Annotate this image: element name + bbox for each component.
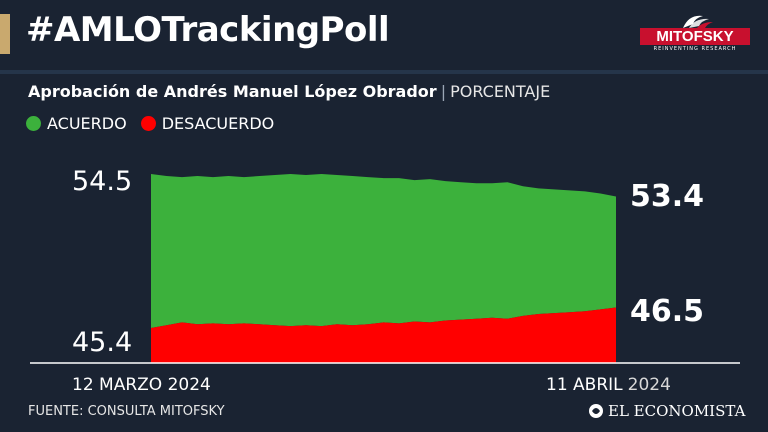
header-divider bbox=[0, 70, 768, 74]
x-end-label: 11 ABRIL 2024 bbox=[546, 375, 671, 395]
mitofsky-logo-tagline: REINVENTING RESEARCH bbox=[653, 46, 737, 52]
header: #AMLOTrackingPoll MITOFSKY REINVENTING R… bbox=[0, 0, 768, 70]
el-economista-icon bbox=[589, 404, 603, 418]
unit-label: PORCENTAJE bbox=[450, 82, 551, 101]
source-note: FUENTE: CONSULTA MITOFSKY bbox=[28, 404, 225, 419]
y-tick-label-top: 54.5 bbox=[72, 166, 132, 197]
end-label-desacuerdo: 46.5 bbox=[630, 294, 704, 329]
x-end-label-date: 11 ABRIL bbox=[546, 375, 623, 395]
publisher-name: EL ECONOMISTA bbox=[608, 402, 746, 420]
end-label-acuerdo: 53.4 bbox=[630, 179, 704, 214]
subtitle-separator: | bbox=[440, 82, 447, 101]
area-acuerdo bbox=[151, 174, 616, 328]
legend: ACUERDO DESACUERDO bbox=[26, 114, 288, 133]
legend-label-acuerdo: ACUERDO bbox=[47, 114, 127, 133]
x-start-label: 12 MARZO 2024 bbox=[72, 375, 211, 395]
accent-bar bbox=[0, 14, 10, 54]
mitofsky-logo-mark-icon bbox=[683, 15, 713, 28]
mitofsky-logo: MITOFSKY REINVENTING RESEARCH bbox=[640, 10, 750, 60]
legend-dot-acuerdo bbox=[26, 116, 41, 131]
area-desacuerdo bbox=[151, 307, 616, 363]
legend-item-desacuerdo: DESACUERDO bbox=[140, 114, 275, 133]
chart-title: Aprobación de Andrés Manuel López Obrado… bbox=[28, 82, 437, 101]
publisher-logo: EL ECONOMISTA bbox=[588, 402, 745, 420]
chart-subtitle: Aprobación de Andrés Manuel López Obrado… bbox=[28, 82, 550, 101]
hashtag-title: #AMLOTrackingPoll bbox=[26, 10, 390, 50]
x-end-label-year: 2024 bbox=[628, 375, 671, 395]
mitofsky-logo-text: MITOFSKY bbox=[640, 28, 750, 45]
legend-label-desacuerdo: DESACUERDO bbox=[161, 114, 275, 133]
legend-dot-desacuerdo bbox=[140, 116, 156, 131]
area-chart: 54.5 45.4 53.4 46.5 12 MARZO 2024 11 ABR… bbox=[30, 166, 740, 395]
legend-item-acuerdo: ACUERDO bbox=[26, 114, 127, 133]
y-tick-label-bottom: 45.4 bbox=[72, 327, 132, 358]
